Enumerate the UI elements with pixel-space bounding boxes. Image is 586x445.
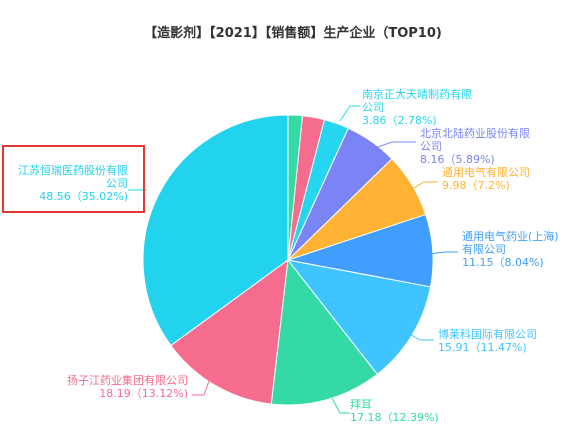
pie-slice[interactable] (270, 258, 379, 406)
pie-slice[interactable] (170, 258, 289, 405)
pie-slice[interactable] (287, 114, 303, 261)
highlight-box (2, 145, 145, 213)
slice-label: 北京北陆药业股份有限公司 8.16（5.89%) (420, 126, 530, 166)
slice-label: 通用电气药业(上海)有限公司 11.15（8.04%) (462, 229, 559, 269)
label-leader-line (331, 397, 350, 414)
label-leader-line (192, 366, 215, 396)
slice-label: 通用电气有限公司 9.98（7.2%) (442, 165, 530, 192)
label-leader-line (409, 181, 438, 191)
slice-label: 南京正大天晴制药有限公司 3.86（2.78%) (362, 87, 472, 127)
label-leader-line (374, 141, 416, 149)
label-leader-line (407, 332, 434, 341)
pie-slice[interactable] (142, 114, 289, 347)
slice-label: 拜耳 17.18（12.39%) (350, 398, 439, 424)
slice-label: 扬子江药业集团有限公司 18.19（13.12%) (67, 373, 188, 400)
label-leader-line (339, 105, 360, 122)
slice-label: 博莱科国际有限公司 15.91（11.47%) (438, 327, 537, 354)
slice-label: 江苏恒瑞医药股份有限公司 48.56（35.02%) (18, 163, 128, 203)
label-leader-line (429, 251, 458, 255)
chart-title: 【造影剂】【2021】【销售额】生产企业（TOP10) (144, 26, 442, 41)
